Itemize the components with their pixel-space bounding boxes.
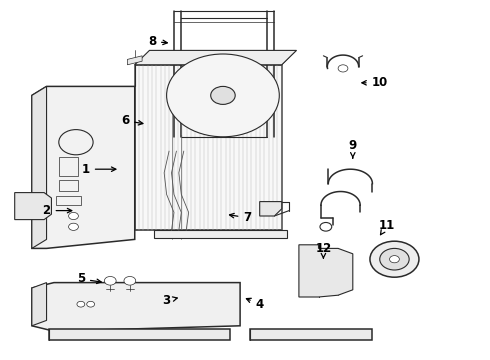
Text: 7: 7 — [229, 211, 251, 224]
Circle shape — [124, 276, 136, 285]
Text: 3: 3 — [163, 294, 177, 307]
Text: 5: 5 — [77, 273, 101, 285]
Circle shape — [167, 54, 279, 137]
Polygon shape — [49, 329, 230, 340]
Text: 1: 1 — [82, 163, 116, 176]
Text: 11: 11 — [379, 219, 395, 235]
Polygon shape — [32, 283, 47, 326]
Polygon shape — [250, 329, 372, 340]
Bar — [135, 65, 282, 230]
Circle shape — [211, 86, 235, 104]
Circle shape — [370, 241, 419, 277]
Circle shape — [69, 223, 78, 230]
Text: 6: 6 — [121, 114, 143, 127]
Polygon shape — [299, 245, 353, 297]
Text: 4: 4 — [246, 298, 264, 311]
Circle shape — [59, 130, 93, 155]
Polygon shape — [32, 283, 240, 331]
Text: 10: 10 — [362, 76, 388, 89]
Text: 12: 12 — [315, 242, 332, 258]
Polygon shape — [32, 86, 47, 248]
Bar — [56, 196, 81, 205]
Polygon shape — [15, 193, 51, 220]
Polygon shape — [32, 86, 135, 248]
Circle shape — [338, 65, 348, 72]
Polygon shape — [154, 230, 287, 238]
Text: 2: 2 — [43, 204, 72, 217]
Circle shape — [390, 256, 399, 263]
Circle shape — [320, 222, 332, 231]
Text: 9: 9 — [349, 139, 357, 158]
Circle shape — [69, 212, 78, 220]
Circle shape — [77, 301, 85, 307]
Polygon shape — [135, 50, 296, 65]
Text: 8: 8 — [148, 35, 168, 48]
Bar — [59, 180, 78, 191]
Circle shape — [380, 248, 409, 270]
Polygon shape — [260, 202, 282, 216]
Circle shape — [87, 301, 95, 307]
Circle shape — [104, 276, 116, 285]
Bar — [59, 157, 78, 176]
Polygon shape — [127, 56, 142, 65]
